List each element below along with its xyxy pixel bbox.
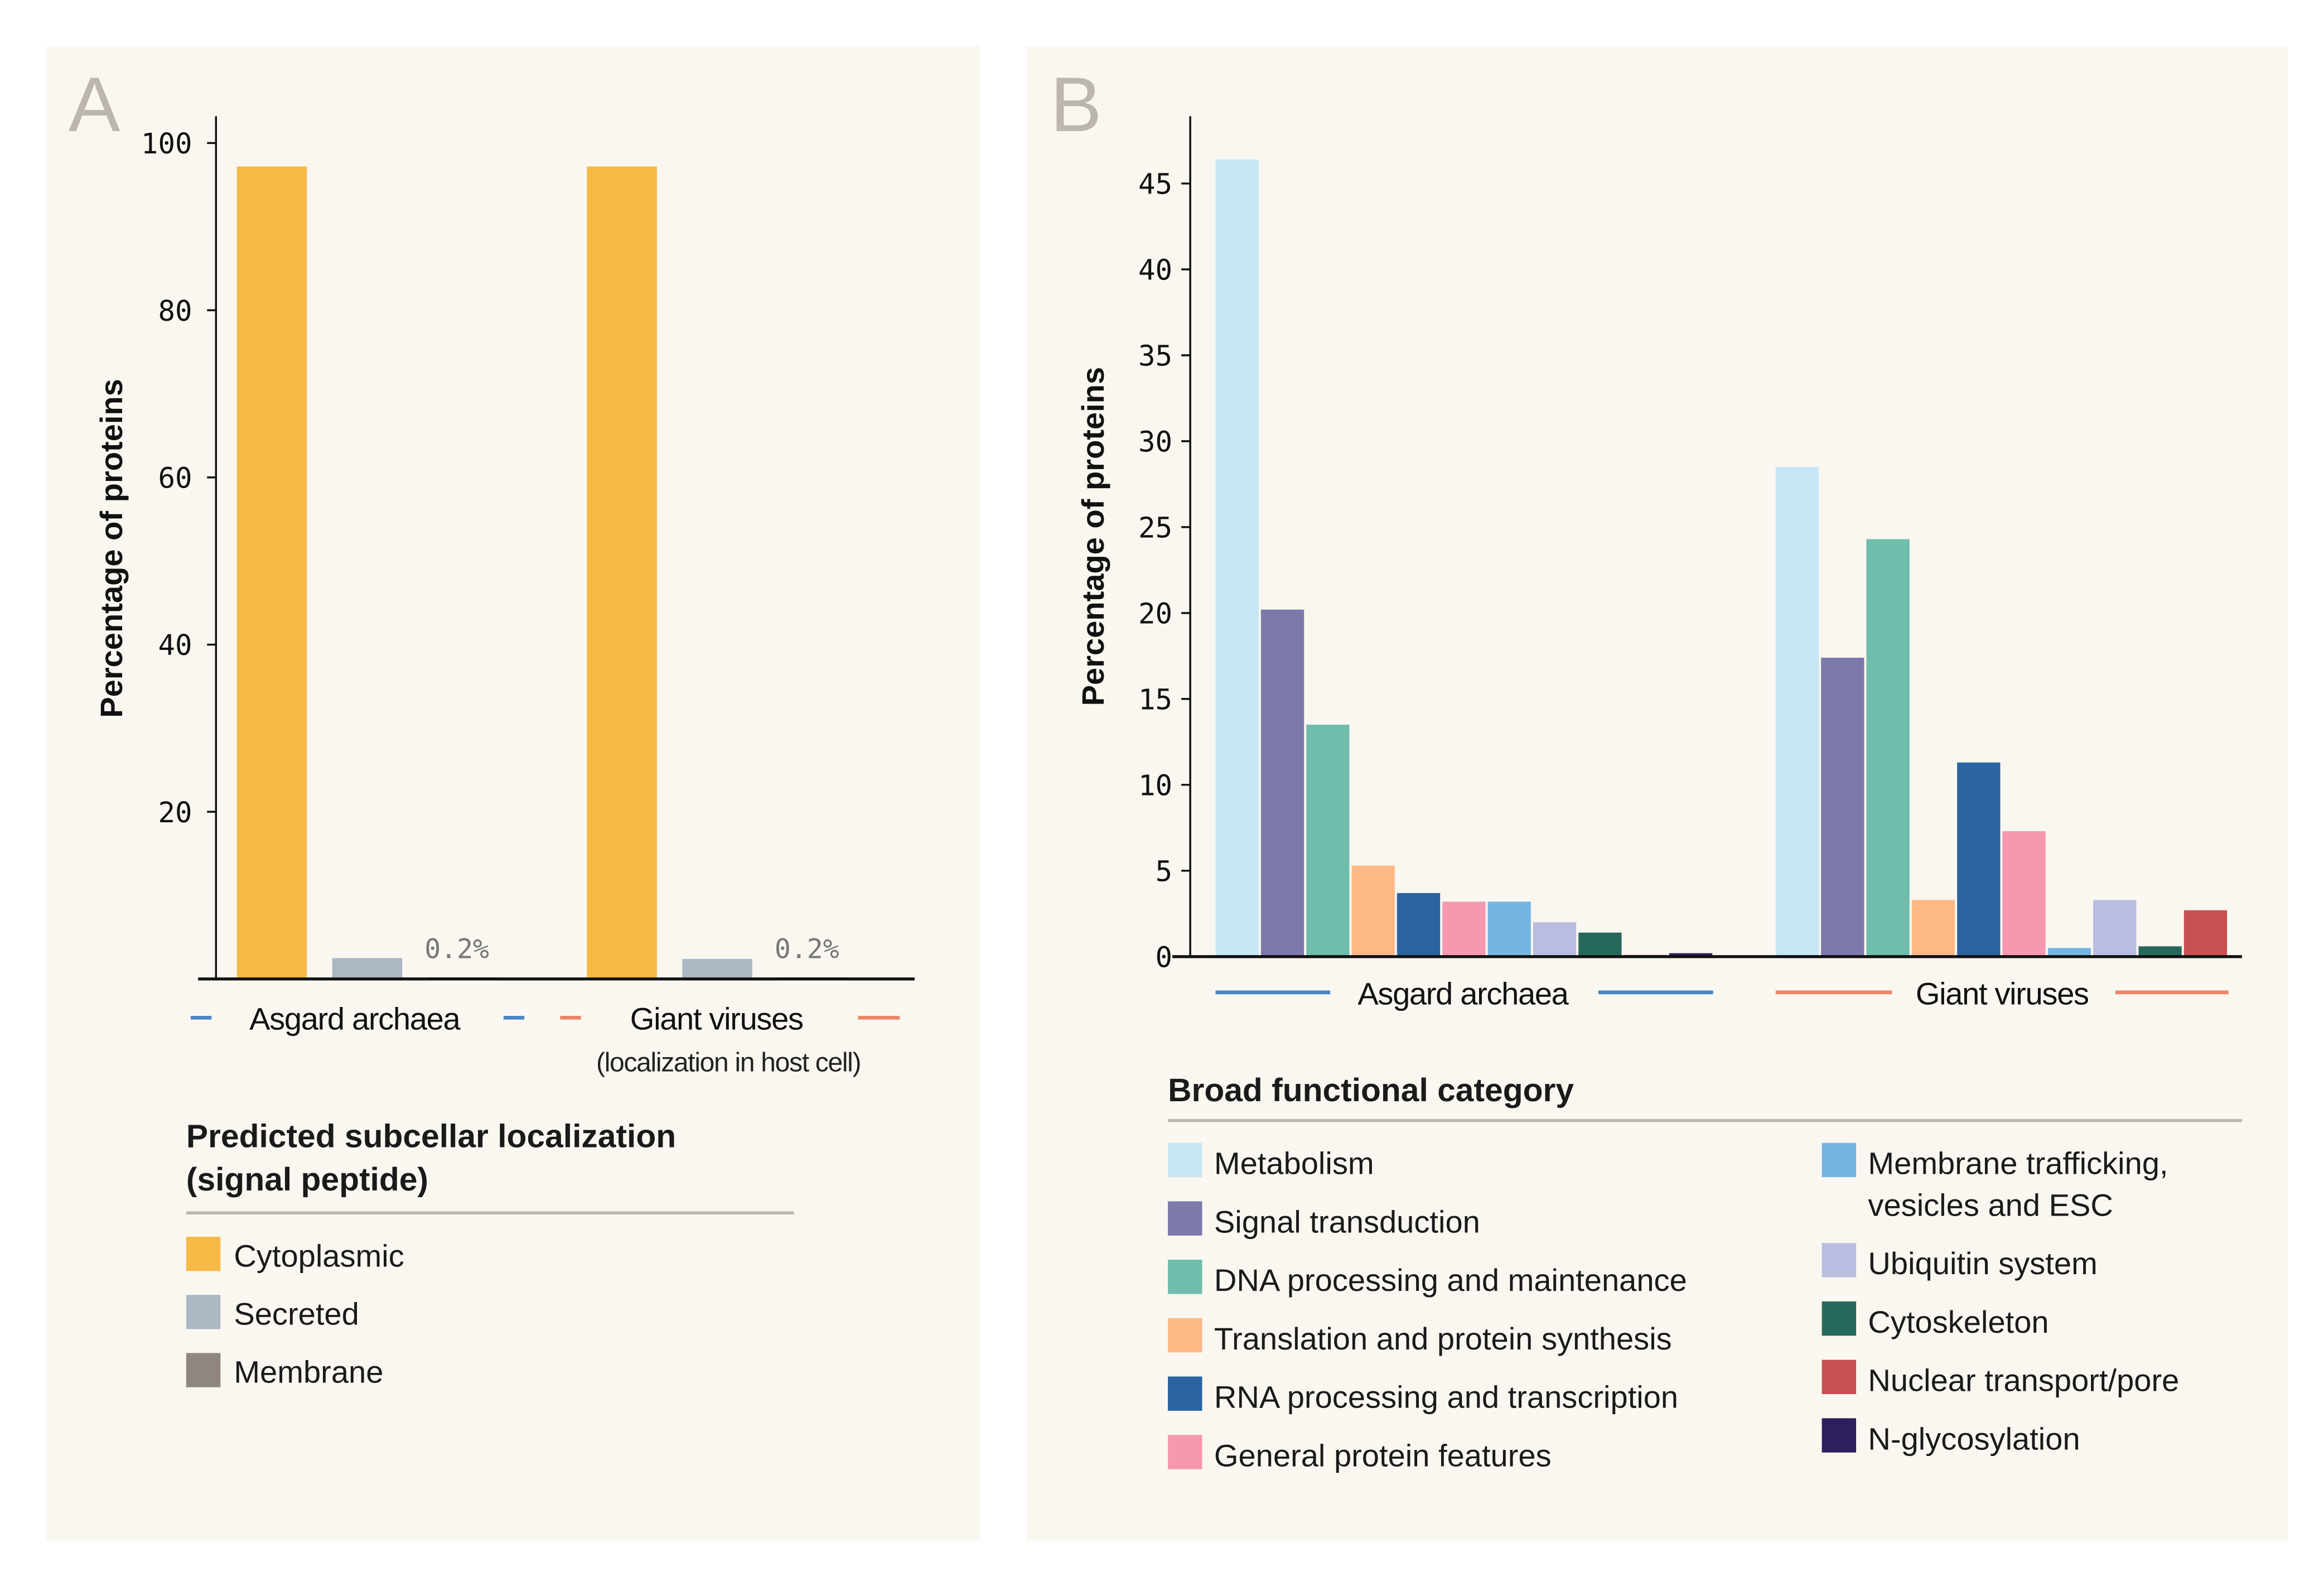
legend-item: Membrane	[234, 1355, 383, 1390]
legend-swatch	[1168, 1201, 1202, 1236]
legend-item: Ubiquitin system	[1868, 1246, 2097, 1281]
y-tick-label: 30	[1138, 426, 1172, 459]
legend-swatch	[1168, 1143, 1202, 1178]
category-sublabel: (localization in host cell)	[596, 1047, 861, 1077]
legend-swatch	[1168, 1318, 1202, 1353]
y-tick-label: 5	[1156, 855, 1173, 888]
bar-2-1	[1866, 539, 1910, 957]
panel-b-chart: 0 5 10 15 20 25 30 35 40 45 Percentage of proteins…	[1075, 116, 2242, 1473]
bar-9-1	[2183, 910, 2228, 957]
legend-swatch	[186, 1295, 221, 1329]
bar-1-0	[1260, 609, 1304, 957]
legend-swatch	[1168, 1260, 1202, 1294]
category-label: Asgard archaea	[249, 1001, 461, 1037]
bar-8-1	[2138, 946, 2182, 957]
y-tick-label: 100	[141, 127, 192, 160]
legend-item: DNA processing and maintenance	[1214, 1262, 1687, 1298]
bar-0-0	[1215, 159, 1259, 957]
legend-swatch	[1821, 1301, 1857, 1336]
panel-a-background	[46, 46, 980, 1541]
y-tick-label: 60	[158, 461, 192, 494]
y-axis-label: Percentage of proteins	[1075, 367, 1110, 706]
legend-swatch	[1821, 1243, 1857, 1278]
legend-title-line1: Predicted subcellar localization	[186, 1119, 676, 1155]
panel-a-chart: 20 40 60 80 100 Percentage of proteins 0.2% 0.2…	[94, 116, 915, 1390]
legend-swatch	[1821, 1143, 1857, 1178]
legend-item: Cytoplasmic	[234, 1238, 404, 1273]
y-tick-label: 15	[1138, 683, 1172, 716]
y-tick-label: 20	[1138, 597, 1172, 630]
legend-swatch	[1168, 1376, 1202, 1411]
bar-3-1	[1911, 900, 1955, 957]
legend-item: N-glycosylation	[1868, 1421, 2080, 1456]
bar-0-1	[1775, 467, 1819, 957]
legend-item-cont: vesicles and ESC	[1868, 1188, 2113, 1223]
category-label: Asgard archaea	[1357, 976, 1569, 1011]
bar-8-0	[1578, 932, 1622, 957]
y-tick-label: 40	[158, 629, 192, 662]
y-tick-label: 25	[1138, 512, 1172, 544]
legend-item: General protein features	[1214, 1438, 1552, 1473]
membrane-annotation: 0.2%	[424, 933, 489, 965]
bar-secreted-0	[332, 958, 403, 979]
legend-item: Metabolism	[1214, 1146, 1374, 1181]
legend-swatch	[1821, 1360, 1857, 1394]
panel-a-letter: A	[69, 61, 120, 148]
legend-item: Nuclear transport/pore	[1868, 1363, 2179, 1398]
legend-swatch	[186, 1353, 221, 1387]
legend-title-line2: (signal peptide)	[186, 1161, 428, 1198]
legend-swatch	[1168, 1435, 1202, 1469]
category-label: Giant viruses	[1916, 976, 2089, 1011]
legend-item: RNA processing and transcription	[1214, 1380, 1678, 1415]
bar-7-1	[2093, 900, 2137, 957]
y-tick-label: 40	[1138, 254, 1172, 287]
y-tick-label: 80	[158, 295, 192, 327]
legend-item: Secreted	[234, 1296, 359, 1332]
bar-5-0	[1442, 902, 1486, 957]
legend-swatch	[186, 1236, 221, 1271]
legend-swatch	[1821, 1418, 1857, 1453]
y-tick-label: 20	[158, 796, 192, 829]
bar-7-0	[1533, 922, 1577, 957]
bar-3-0	[1351, 865, 1395, 957]
panel-b-letter: B	[1050, 61, 1102, 148]
legend-item: Membrane trafficking,	[1868, 1146, 2168, 1181]
bar-1-1	[1821, 657, 1864, 957]
category-label: Giant viruses	[630, 1001, 803, 1037]
bar-4-0	[1397, 893, 1441, 957]
y-tick-label: 35	[1138, 340, 1172, 373]
bar-5-1	[2002, 831, 2046, 957]
bar-4-1	[1957, 762, 2001, 957]
y-tick-label: 0	[1156, 941, 1173, 973]
bar-10-0	[1669, 953, 1713, 957]
y-tick-label: 10	[1138, 769, 1172, 802]
bar-secreted-1	[682, 958, 752, 979]
y-axis-label: Percentage of proteins	[94, 379, 129, 718]
bar-cytoplasmic-1	[587, 166, 657, 979]
membrane-annotation: 0.2%	[775, 933, 839, 965]
legend-item: Translation and protein synthesis	[1214, 1321, 1672, 1356]
legend-title: Broad functional category	[1168, 1072, 1574, 1108]
bar-2-0	[1306, 725, 1350, 957]
y-tick-label: 45	[1138, 168, 1172, 201]
bar-6-0	[1487, 902, 1531, 957]
bar-6-1	[2047, 948, 2091, 957]
bar-cytoplasmic-0	[236, 166, 307, 979]
legend-item: Cytoskeleton	[1868, 1304, 2048, 1339]
legend-item: Signal transduction	[1214, 1204, 1480, 1239]
